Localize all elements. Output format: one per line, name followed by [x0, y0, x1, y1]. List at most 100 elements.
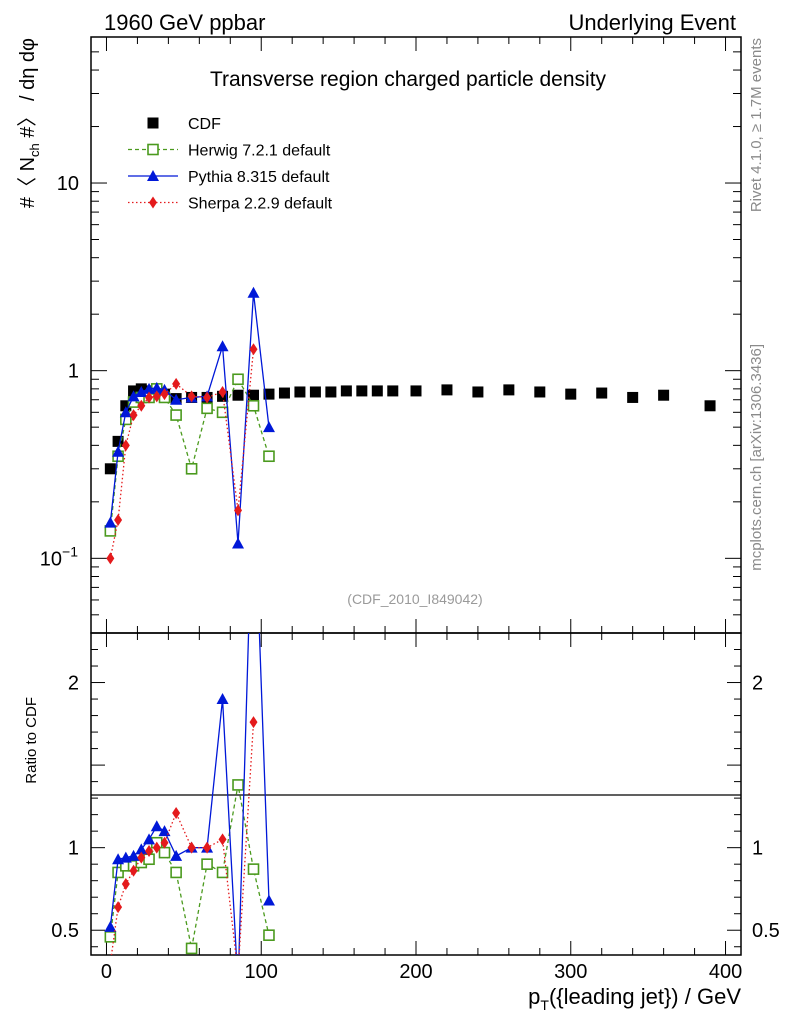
legend-label: Sherpa 2.2.9 default: [188, 196, 333, 213]
cdf-point: [232, 389, 244, 401]
sherpa-point: [160, 388, 169, 401]
chart-title: Transverse region charged particle densi…: [210, 68, 607, 91]
pythia-ratio-point: [232, 980, 244, 991]
herwig-point: [263, 450, 275, 463]
sherpa-point: [114, 514, 123, 527]
cdf-point: [104, 463, 116, 475]
pythia-ratio-point: [143, 833, 156, 845]
ratio-tick-label-right: 2: [752, 673, 763, 695]
sherpa-ratio-point: [129, 864, 138, 877]
pythia-point: [170, 393, 183, 405]
cdf-point: [596, 387, 608, 399]
sherpa-point: [172, 377, 181, 390]
rivet-version-label: Rivet 4.1.0, ≥ 1.7M events: [748, 38, 765, 212]
sherpa-line: [109, 349, 255, 559]
pythia-point: [150, 381, 163, 393]
ratio-tick-label-right: 1: [752, 838, 763, 860]
cdf-point: [263, 388, 275, 400]
cdf-point: [704, 400, 716, 412]
pythia-point: [247, 286, 260, 298]
energy-label: 1960 GeV ppbar: [104, 10, 265, 35]
cdf-point: [627, 391, 639, 403]
ratio-tick-label: 0.5: [51, 920, 79, 942]
cdf-point: [472, 386, 484, 398]
ratio-tick-label: 1: [68, 838, 79, 860]
sherpa-ratio-point: [152, 841, 161, 854]
pythia-ratio-point: [135, 843, 148, 855]
cdf-point: [371, 385, 383, 397]
herwig-ratio-point: [104, 931, 117, 943]
sherpa-point: [249, 343, 258, 356]
sherpa-point: [218, 385, 227, 398]
source-label: (CDF_2010_I849042): [347, 591, 482, 607]
x-tick-label: 100: [245, 961, 278, 983]
sherpa-ratio-point: [145, 844, 154, 857]
cdf-point: [278, 387, 290, 399]
herwig-ratio-point: [247, 863, 260, 875]
herwig-ratio-point: [263, 929, 275, 941]
legend-marker: [147, 170, 159, 181]
cdf-point: [112, 435, 124, 447]
herwig-point: [232, 373, 244, 386]
herwig-point: [185, 462, 198, 475]
pythia-point: [232, 537, 245, 549]
legend-label: CDF: [188, 116, 221, 133]
cdf-point: [325, 386, 337, 398]
y-tick-label: 10−1: [40, 543, 78, 570]
herwig-ratio-point: [112, 866, 124, 879]
sherpa-ratio-point: [218, 833, 227, 846]
sherpa-point: [152, 390, 161, 403]
cdf-point: [340, 385, 352, 397]
legend-marker: [149, 196, 157, 209]
legend-marker: [147, 143, 159, 156]
y-axis-label: #〈 Nch #〉 / dη dφ: [17, 38, 42, 208]
ratio-tick-label-right: 0.5: [752, 920, 780, 942]
cdf-point: [658, 389, 670, 401]
pythia-point: [216, 340, 229, 352]
herwig-ratio-point: [216, 866, 229, 879]
pythia-point: [104, 516, 117, 528]
herwig-ratio-point: [185, 942, 198, 955]
x-tick-label: 200: [399, 961, 432, 983]
x-axis-label: pT({leading jet}) / GeV: [528, 984, 741, 1013]
sherpa-ratio-point: [160, 836, 169, 849]
pythia-ratio-line: [109, 633, 270, 955]
legend-label: Herwig 7.2.1 default: [188, 143, 331, 160]
herwig-point: [247, 399, 260, 412]
pythia-ratio-point: [127, 849, 140, 861]
cdf-point: [503, 384, 515, 396]
sherpa-point: [137, 399, 146, 412]
herwig-ratio-point: [201, 858, 213, 870]
pythia-ratio-point: [104, 920, 117, 932]
herwig-ratio-point: [232, 779, 244, 791]
y-tick-label: 10: [57, 173, 79, 195]
cdf-point: [565, 388, 577, 400]
cdf-point: [248, 389, 259, 401]
mcplots-label: mcplots.cern.ch [arXiv:1306.3436]: [748, 344, 765, 571]
cdf-point: [356, 385, 368, 397]
x-tick-label: 0: [101, 961, 112, 983]
sherpa-point: [203, 391, 212, 404]
sherpa-ratio-point: [137, 851, 146, 864]
ratio-tick-label: 2: [68, 673, 79, 695]
cdf-point: [410, 385, 422, 397]
sherpa-ratio-point: [121, 877, 130, 890]
sherpa-point: [106, 552, 115, 565]
sherpa-ratio-point: [172, 806, 181, 819]
pythia-ratio-point: [248, 462, 260, 473]
sherpa-ratio-point: [114, 901, 123, 914]
x-tick-label: 400: [709, 961, 742, 983]
cdf-point: [441, 384, 453, 396]
cdf-point: [120, 400, 132, 412]
sherpa-ratio-point: [234, 967, 242, 979]
cdf-point: [294, 386, 306, 398]
sherpa-ratio-point: [249, 716, 258, 729]
cdf-point: [309, 386, 321, 398]
pythia-ratio-point: [170, 849, 183, 861]
sherpa-point: [234, 504, 243, 517]
pythia-point: [119, 406, 132, 418]
pythia-ratio-point: [216, 693, 229, 705]
pythia-point: [112, 445, 125, 457]
cdf-point: [387, 385, 399, 397]
